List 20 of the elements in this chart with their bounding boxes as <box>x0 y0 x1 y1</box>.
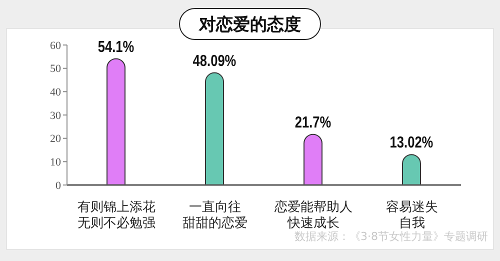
x-tick-label: 一直向往甜甜的恋爱 <box>182 200 248 231</box>
x-tick-label: 容易迷失自我 <box>386 199 438 231</box>
bar <box>304 134 322 185</box>
y-tick-label: 50 <box>50 63 62 76</box>
y-tick-label: 10 <box>50 156 62 169</box>
bar <box>205 72 224 185</box>
y-tick-label: 30 <box>50 110 62 122</box>
data-label: 21.7% <box>294 114 332 132</box>
data-label: 13.02% <box>390 134 434 152</box>
y-tick-label: 0 <box>56 180 62 192</box>
x-tick-label: 恋爱能帮助人快速成长 <box>273 199 352 231</box>
x-tick-label: 有则锦上添花无则不必勉强 <box>77 200 156 231</box>
data-label: 54.1% <box>98 38 134 56</box>
chart-title: 对恋爱的态度 <box>179 8 321 40</box>
y-tick-label: 20 <box>50 133 62 146</box>
y-tick-label: 60 <box>50 40 62 52</box>
y-tick-label: 40 <box>50 86 62 99</box>
bar <box>106 58 126 185</box>
data-label: 48.09% <box>192 52 236 70</box>
bar <box>402 154 421 185</box>
